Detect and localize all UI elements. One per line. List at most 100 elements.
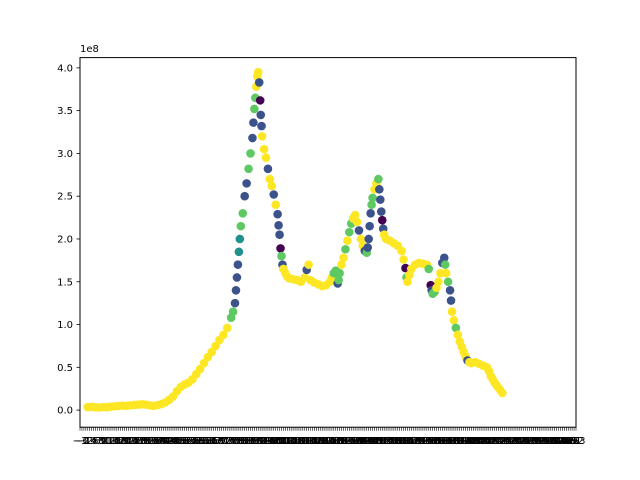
x-tick-label: 79 — [233, 436, 246, 447]
x-axis: −3−2−10123456789101112131415161718192021… — [73, 427, 586, 447]
x-tick-label: 50 — [176, 436, 189, 447]
x-tick-label: 181 — [427, 436, 446, 447]
x-tick-label: 51 — [178, 436, 191, 447]
x-tick-label: 49 — [174, 436, 187, 447]
x-tick-label: 138 — [344, 436, 363, 447]
y-tick-label: 0.5 — [57, 363, 73, 374]
data-point — [350, 210, 360, 220]
x-tick-label: 161 — [388, 436, 407, 447]
x-tick-label: 235 — [532, 436, 551, 447]
data-point — [376, 195, 385, 204]
x-tick-label: 22 — [122, 436, 135, 447]
points-layer — [83, 67, 507, 412]
x-tick-label: 175 — [415, 436, 434, 447]
x-tick-label: 243 — [547, 436, 566, 447]
data-point — [256, 110, 266, 120]
data-point — [219, 330, 228, 340]
x-tick-label: 53 — [182, 436, 195, 447]
data-point — [238, 209, 248, 218]
x-tick-label: −2 — [75, 436, 90, 447]
x-tick-label: 200 — [464, 436, 483, 447]
data-point — [445, 286, 455, 295]
x-tick-label: 186 — [437, 436, 456, 447]
y-tick-label: 2.5 — [57, 192, 73, 203]
x-tick-label: 7 — [96, 436, 102, 447]
x-tick-label: 154 — [375, 436, 394, 447]
x-tick-label: 122 — [313, 436, 332, 447]
data-point — [233, 260, 243, 269]
x-tick-label: 211 — [485, 436, 504, 447]
x-tick-label: 14 — [107, 436, 120, 447]
x-tick-label: 245 — [551, 436, 570, 447]
x-tick-label: 99 — [271, 436, 284, 447]
x-tick-label: 242 — [545, 436, 564, 447]
x-tick-label: 207 — [477, 436, 496, 447]
x-tick-label: 131 — [330, 436, 349, 447]
data-point — [235, 234, 245, 244]
y-tick-label: 4.0 — [57, 63, 73, 74]
x-tick-label: 15 — [109, 436, 122, 447]
x-tick-label: 66 — [207, 436, 220, 447]
x-tick-label: 225 — [512, 436, 531, 447]
x-tick-label: 178 — [421, 436, 440, 447]
x-tick-label: 151 — [369, 436, 388, 447]
x-tick-label: 125 — [318, 436, 337, 447]
x-tick-label: 227 — [516, 436, 535, 447]
data-point — [356, 234, 366, 244]
x-tick-label: 195 — [454, 436, 473, 447]
data-point — [275, 230, 284, 239]
x-tick-label: 21 — [120, 436, 133, 447]
data-point — [365, 221, 374, 231]
x-tick-label: 223 — [508, 436, 527, 447]
data-point — [446, 296, 456, 305]
data-point — [440, 260, 450, 269]
data-point — [498, 388, 507, 398]
x-tick-label: 139 — [346, 436, 365, 447]
x-tick-label: 171 — [408, 436, 427, 447]
data-point — [257, 121, 266, 131]
data-point — [374, 174, 383, 184]
x-tick-label: 92 — [258, 436, 271, 447]
data-point — [363, 243, 373, 252]
x-tick-label: 206 — [475, 436, 494, 447]
x-tick-label: 217 — [497, 436, 516, 447]
data-point — [434, 277, 443, 287]
x-tick-label: 81 — [236, 436, 249, 447]
data-point — [240, 191, 249, 201]
data-point — [246, 149, 255, 158]
x-tick-label: 196 — [456, 436, 475, 447]
x-tick-label: 165 — [396, 436, 415, 447]
x-tick-label: 76 — [227, 436, 240, 447]
x-tick-label: 68 — [211, 436, 224, 447]
x-tick-label: 111 — [291, 436, 310, 447]
x-tick-label: 219 — [501, 436, 520, 447]
x-tick-label: 176 — [417, 436, 436, 447]
x-tick-label: 40 — [157, 436, 170, 447]
x-tick-label: 127 — [322, 436, 341, 447]
x-tick-label: 162 — [390, 436, 409, 447]
x-tick-label: 168 — [402, 436, 421, 447]
x-tick-label: 188 — [441, 436, 460, 447]
x-tick-label: 158 — [382, 436, 401, 447]
x-tick-label: 85 — [244, 436, 257, 447]
data-point — [242, 179, 251, 188]
data-point — [341, 244, 350, 254]
x-tick-label: 224 — [510, 436, 529, 447]
x-tick-label: 220 — [503, 436, 522, 447]
x-tick-label: 9 — [100, 436, 106, 447]
x-tick-label: 109 — [287, 436, 306, 447]
data-point — [441, 268, 451, 278]
data-point — [375, 185, 384, 194]
x-tick-label: 43 — [163, 436, 176, 447]
x-tick-label: 20 — [118, 436, 131, 447]
data-point — [263, 164, 273, 174]
x-tick-label: 86 — [246, 436, 259, 447]
x-tick-label: 144 — [355, 436, 374, 447]
x-tick-label: 54 — [184, 436, 197, 447]
x-tick-label: 147 — [361, 436, 380, 447]
x-tick-label: 150 — [367, 436, 386, 447]
x-tick-label: 61 — [198, 436, 211, 447]
data-point — [339, 253, 348, 263]
